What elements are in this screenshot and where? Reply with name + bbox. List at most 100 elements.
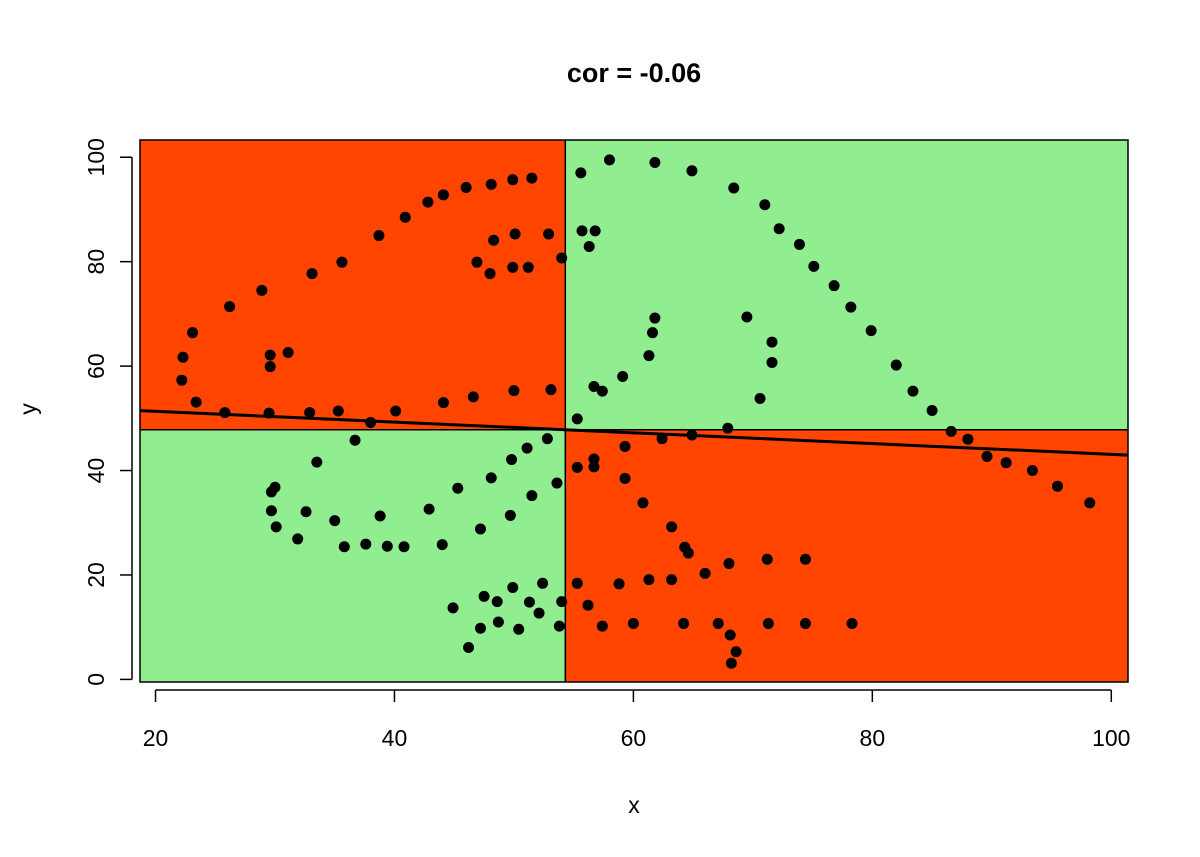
- x-tick-label: 40: [382, 725, 408, 751]
- plot-frame: [139, 139, 1129, 683]
- data-point: [754, 392, 766, 404]
- data-point: [682, 547, 694, 559]
- data-point: [521, 442, 533, 454]
- data-point: [728, 182, 740, 194]
- data-point: [1052, 480, 1064, 492]
- data-point: [399, 211, 411, 223]
- data-point: [488, 234, 500, 246]
- x-axis-label: x: [628, 792, 640, 818]
- quadrant-bottom-right: [565, 429, 1128, 682]
- data-point: [649, 312, 661, 324]
- data-point: [282, 347, 294, 359]
- data-point: [452, 482, 464, 494]
- data-point: [526, 172, 538, 184]
- data-point: [474, 622, 486, 634]
- data-point: [926, 404, 938, 416]
- data-point: [485, 178, 497, 190]
- quadrant-top-left: [140, 140, 566, 430]
- data-point: [491, 596, 503, 608]
- data-point: [666, 521, 678, 533]
- data-point: [447, 602, 459, 614]
- data-point: [485, 472, 497, 484]
- data-point: [761, 553, 773, 565]
- data-point: [730, 646, 742, 658]
- x-tick-label: 60: [621, 725, 647, 751]
- data-point: [176, 374, 188, 386]
- y-tick-label: 20: [83, 562, 109, 588]
- data-point: [582, 599, 594, 611]
- data-point: [492, 616, 504, 628]
- data-point: [588, 453, 600, 465]
- y-tick-label: 80: [83, 249, 109, 275]
- data-point: [575, 167, 587, 179]
- data-point: [666, 574, 678, 586]
- data-point: [723, 557, 735, 569]
- data-points: [176, 154, 1096, 669]
- x-tick-label: 20: [143, 725, 169, 751]
- data-point: [741, 311, 753, 323]
- data-point: [759, 199, 771, 211]
- data-point: [845, 301, 857, 313]
- data-point: [304, 407, 316, 419]
- data-point: [571, 413, 583, 425]
- data-point: [1084, 497, 1096, 509]
- data-point: [588, 380, 600, 392]
- data-point: [712, 618, 724, 630]
- data-point: [808, 260, 820, 272]
- data-point: [656, 433, 668, 445]
- data-point: [762, 618, 774, 630]
- y-tick-label: 60: [83, 353, 109, 379]
- data-point: [1026, 465, 1038, 477]
- data-point: [332, 405, 344, 417]
- regression-line-group: [139, 409, 1129, 457]
- regression-line: [139, 409, 1129, 457]
- data-point: [865, 325, 877, 337]
- data-point: [306, 268, 318, 280]
- data-point: [613, 578, 625, 590]
- x-tick-label: 80: [860, 725, 886, 751]
- data-point: [945, 425, 957, 437]
- y-tick-label: 0: [83, 673, 109, 686]
- data-point: [890, 359, 902, 371]
- data-point: [219, 407, 231, 419]
- data-point: [373, 230, 385, 242]
- data-point: [292, 533, 304, 545]
- data-point: [336, 256, 348, 268]
- data-point: [526, 490, 538, 502]
- data-point: [265, 505, 277, 517]
- data-point: [423, 503, 435, 515]
- data-point: [619, 472, 631, 484]
- data-point: [187, 327, 199, 339]
- data-point: [381, 540, 393, 552]
- data-point: [589, 225, 601, 237]
- data-point: [846, 618, 858, 630]
- data-point: [270, 521, 282, 533]
- data-point: [269, 481, 281, 493]
- data-point: [533, 607, 545, 619]
- data-point: [484, 268, 496, 280]
- data-point: [522, 261, 534, 273]
- quadrant-top-right: [565, 140, 1128, 430]
- mean-lines: [140, 140, 1128, 682]
- data-point: [617, 371, 629, 383]
- data-point: [506, 454, 518, 466]
- data-point: [513, 623, 525, 635]
- data-point: [311, 456, 323, 468]
- data-point: [422, 196, 434, 208]
- data-point: [699, 567, 711, 579]
- data-point: [981, 450, 993, 462]
- quadrant-bottom-left: [140, 429, 566, 682]
- data-point: [545, 384, 557, 396]
- data-point: [556, 252, 568, 264]
- data-point: [799, 618, 811, 630]
- quadrant-backgrounds: [140, 140, 1128, 682]
- data-point: [724, 629, 736, 641]
- data-point: [551, 477, 563, 489]
- data-point: [588, 461, 600, 473]
- data-point: [360, 538, 372, 550]
- data-point: [300, 506, 312, 518]
- data-point: [437, 189, 449, 201]
- data-point: [553, 620, 565, 632]
- data-point: [349, 434, 361, 446]
